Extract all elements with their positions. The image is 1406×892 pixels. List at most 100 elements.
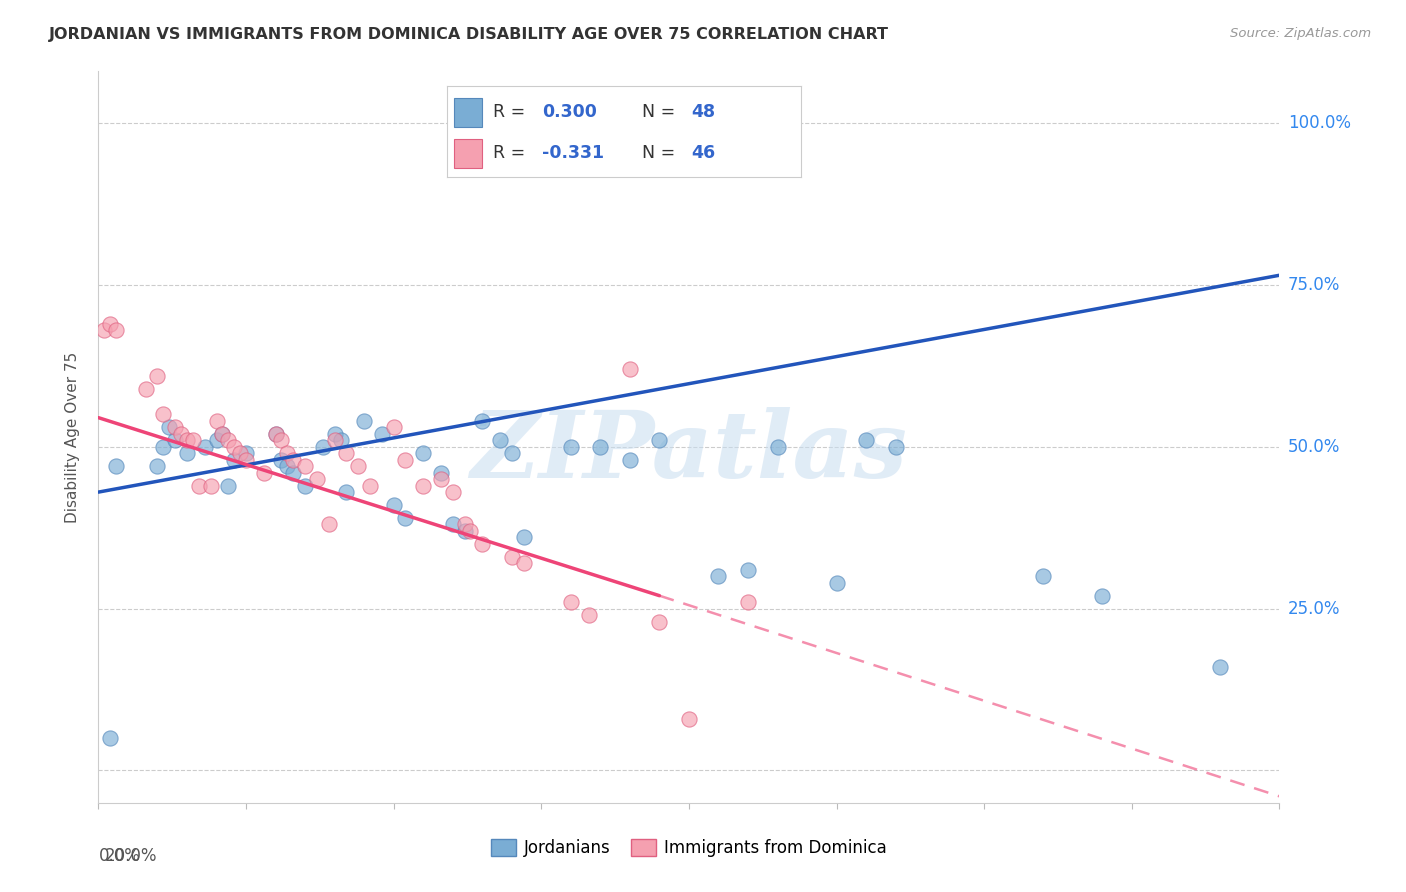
Point <box>1209 660 1232 674</box>
Point <box>471 537 494 551</box>
Point <box>165 420 187 434</box>
Point <box>471 414 494 428</box>
Point <box>453 517 475 532</box>
Point <box>1091 589 1114 603</box>
Point <box>560 440 582 454</box>
Text: JORDANIAN VS IMMIGRANTS FROM DOMINICA DISABILITY AGE OVER 75 CORRELATION CHART: JORDANIAN VS IMMIGRANTS FROM DOMINICA DI… <box>49 27 889 42</box>
Point <box>501 446 523 460</box>
Point <box>205 434 228 448</box>
Point <box>512 530 534 544</box>
Point <box>855 434 877 448</box>
Point <box>412 446 434 460</box>
Point <box>318 517 340 532</box>
Point <box>157 420 180 434</box>
Point <box>276 459 298 474</box>
Point <box>766 440 789 454</box>
Point <box>264 426 287 441</box>
Point <box>170 426 193 441</box>
Point <box>105 323 128 337</box>
Point <box>460 524 482 538</box>
Point <box>211 426 233 441</box>
Point <box>312 440 335 454</box>
Point <box>217 478 239 492</box>
Point <box>359 478 381 492</box>
Point <box>430 466 453 480</box>
Point <box>283 452 305 467</box>
Point <box>619 362 641 376</box>
Point <box>501 549 523 564</box>
Text: ZIPatlas: ZIPatlas <box>471 407 907 497</box>
Point <box>648 615 671 629</box>
Point <box>329 434 352 448</box>
Point <box>98 317 121 331</box>
Point <box>323 434 346 448</box>
Point <box>276 446 298 460</box>
Point <box>884 440 907 454</box>
Point <box>205 414 228 428</box>
Point <box>619 452 641 467</box>
Point <box>200 478 222 492</box>
Point <box>305 472 328 486</box>
Point <box>648 434 671 448</box>
Point <box>270 452 292 467</box>
Point <box>93 323 115 337</box>
Point <box>430 472 453 486</box>
Point <box>825 575 848 590</box>
Point <box>181 434 204 448</box>
Point <box>217 434 239 448</box>
Point <box>347 459 370 474</box>
Point <box>294 459 316 474</box>
Point <box>335 446 357 460</box>
Point <box>453 524 475 538</box>
Text: 75.0%: 75.0% <box>1288 276 1340 294</box>
Point <box>737 595 759 609</box>
Point <box>294 478 316 492</box>
Point <box>353 414 375 428</box>
Point <box>489 434 512 448</box>
Point <box>560 136 582 150</box>
Point <box>412 478 434 492</box>
Text: 25.0%: 25.0% <box>1288 599 1340 617</box>
Point <box>211 426 233 441</box>
Point <box>146 368 169 383</box>
Point <box>283 466 305 480</box>
Point <box>229 446 252 460</box>
Text: 50.0%: 50.0% <box>1288 438 1340 456</box>
Point <box>187 478 209 492</box>
Point <box>152 440 174 454</box>
Text: Source: ZipAtlas.com: Source: ZipAtlas.com <box>1230 27 1371 40</box>
Point <box>707 569 730 583</box>
Point <box>224 440 246 454</box>
Point <box>512 557 534 571</box>
Point <box>578 608 600 623</box>
Point <box>678 712 700 726</box>
Point <box>135 382 157 396</box>
Point <box>165 434 187 448</box>
Text: 100.0%: 100.0% <box>1288 114 1351 132</box>
Point <box>394 452 416 467</box>
Point <box>335 485 357 500</box>
Y-axis label: Disability Age Over 75: Disability Age Over 75 <box>65 351 80 523</box>
Point <box>737 563 759 577</box>
Point <box>441 485 464 500</box>
Point <box>235 452 257 467</box>
Point <box>98 731 121 745</box>
Point <box>152 408 174 422</box>
Point <box>253 466 276 480</box>
Point <box>441 517 464 532</box>
Point <box>264 426 287 441</box>
Point <box>1032 569 1054 583</box>
Point <box>589 440 612 454</box>
Point <box>235 446 257 460</box>
Text: 0.0%: 0.0% <box>98 847 141 864</box>
Point <box>194 440 217 454</box>
Point <box>270 434 292 448</box>
Point <box>382 420 405 434</box>
Point <box>176 446 198 460</box>
Point <box>176 434 198 448</box>
Point <box>371 426 394 441</box>
Text: 20.0%: 20.0% <box>105 847 157 864</box>
Point <box>382 498 405 512</box>
Point <box>394 511 416 525</box>
Point <box>224 452 246 467</box>
